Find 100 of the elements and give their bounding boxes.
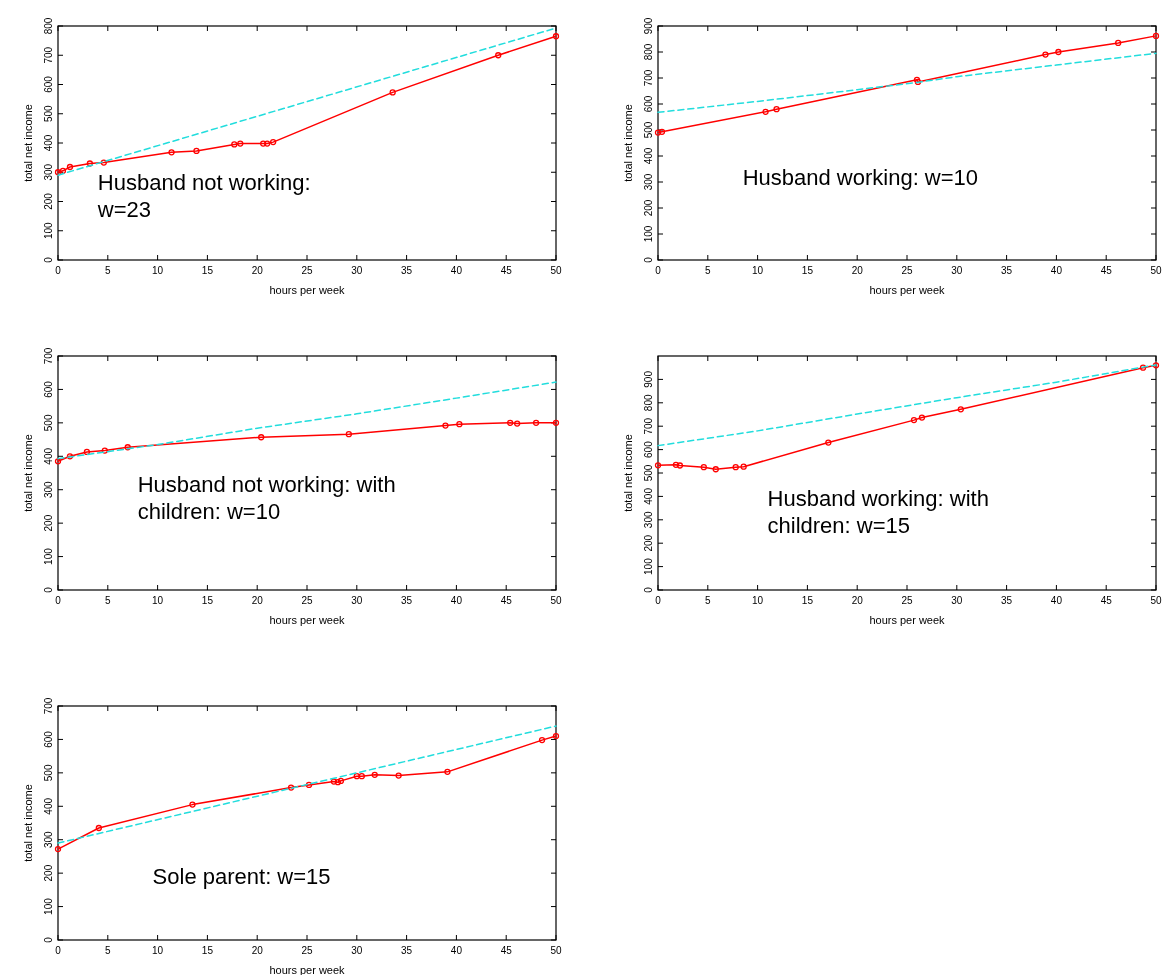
y-tick-label: 600	[643, 95, 654, 113]
y-axis-title: total net income	[22, 104, 34, 182]
x-tick-label: 30	[951, 595, 963, 606]
x-tick-label: 50	[1150, 595, 1162, 606]
x-tick-label: 15	[801, 265, 814, 276]
x-tick-label: 5	[105, 595, 112, 606]
x-tick-label: 45	[1100, 265, 1113, 276]
x-tick-label: 5	[105, 265, 112, 276]
y-tick-label: 400	[43, 797, 54, 815]
y-tick-label: 600	[43, 380, 54, 398]
x-tick-label: 0	[55, 945, 62, 956]
x-tick-label: 35	[1001, 595, 1013, 606]
y-tick-label: 900	[643, 370, 654, 388]
x-tick-label: 0	[55, 265, 62, 276]
y-tick-label: 100	[643, 225, 654, 243]
x-tick-label: 35	[401, 945, 413, 956]
x-tick-label: 40	[1050, 595, 1063, 606]
y-tick-label: 100	[643, 557, 654, 575]
y-tick-label: 500	[643, 121, 654, 139]
y-tick-label: 300	[43, 480, 54, 499]
annotation: Husband not working: w=23	[96, 169, 311, 223]
y-tick-label: 0	[43, 256, 54, 263]
x-tick-label: 45	[500, 945, 513, 956]
y-tick-label: 200	[43, 864, 54, 882]
y-tick-label: 100	[43, 547, 54, 565]
x-tick-label: 35	[401, 595, 413, 606]
y-tick-label: 100	[43, 221, 54, 240]
y-tick-label: 200	[643, 534, 654, 552]
x-axis-title: hours per week	[869, 284, 946, 296]
y-tick-label: 600	[643, 440, 654, 458]
annotation: Husband working: w=10	[742, 165, 979, 191]
x-tick-label: 40	[450, 945, 463, 956]
x-tick-label: 5	[705, 595, 712, 606]
y-tick-label: 400	[43, 447, 54, 465]
x-tick-label: 25	[301, 595, 313, 606]
y-tick-label: 600	[43, 730, 54, 748]
x-tick-label: 35	[1001, 265, 1013, 276]
x-tick-label: 15	[201, 945, 214, 956]
y-tick-label: 500	[643, 464, 654, 482]
y-tick-label: 800	[643, 394, 654, 412]
x-tick-label: 50	[550, 945, 562, 956]
x-axis-title: hours per week	[869, 614, 946, 626]
x-tick-label: 50	[550, 595, 562, 606]
x-tick-label: 20	[251, 595, 264, 606]
x-tick-label: 5	[705, 265, 712, 276]
x-tick-label: 25	[301, 945, 313, 956]
y-axis-title: total net income	[622, 434, 634, 512]
y-tick-label: 700	[643, 69, 654, 87]
y-tick-label: 400	[643, 487, 654, 505]
x-tick-label: 10	[152, 265, 164, 276]
y-axis-title: total net income	[22, 784, 34, 862]
x-tick-label: 20	[851, 595, 864, 606]
x-tick-label: 30	[351, 945, 363, 956]
x-tick-label: 50	[550, 265, 562, 276]
y-tick-label: 500	[43, 414, 54, 432]
annotation: Husband not working: with children: w=10	[137, 471, 396, 525]
x-tick-label: 20	[251, 945, 264, 956]
y-tick-label: 300	[43, 830, 54, 849]
y-tick-label: 300	[643, 173, 654, 191]
x-tick-label: 10	[152, 945, 164, 956]
y-tick-label: 700	[643, 417, 654, 435]
x-axis-title: hours per week	[269, 284, 346, 296]
x-axis-title: hours per week	[269, 614, 346, 626]
y-tick-label: 800	[643, 43, 654, 61]
x-tick-label: 20	[251, 265, 264, 276]
x-tick-label: 15	[801, 595, 814, 606]
y-tick-label: 200	[43, 192, 54, 210]
y-tick-label: 700	[43, 347, 54, 365]
x-tick-label: 25	[301, 265, 313, 276]
x-tick-label: 10	[752, 265, 764, 276]
x-tick-label: 40	[1050, 265, 1063, 276]
x-tick-label: 40	[450, 265, 463, 276]
x-tick-label: 10	[152, 595, 164, 606]
x-tick-label: 40	[450, 595, 463, 606]
y-tick-label: 0	[43, 936, 54, 943]
y-tick-label: 500	[43, 104, 54, 123]
x-tick-label: 0	[655, 265, 662, 276]
y-tick-label: 100	[43, 897, 54, 915]
y-tick-label: 400	[43, 134, 54, 152]
x-tick-label: 15	[201, 595, 214, 606]
y-tick-label: 600	[43, 75, 54, 93]
y-tick-label: 300	[43, 163, 54, 181]
y-tick-label: 800	[43, 17, 54, 35]
x-tick-label: 45	[1100, 595, 1113, 606]
x-tick-label: 25	[901, 595, 913, 606]
x-tick-label: 35	[401, 265, 413, 276]
y-tick-label: 400	[643, 147, 654, 165]
x-tick-label: 30	[951, 265, 963, 276]
y-axis-title: total net income	[22, 434, 34, 512]
y-tick-label: 200	[643, 199, 654, 217]
annotation: Husband working: with children: w=15	[767, 485, 989, 539]
x-tick-label: 45	[500, 595, 513, 606]
y-axis-title: total net income	[622, 104, 634, 182]
x-tick-label: 10	[752, 595, 764, 606]
y-tick-label: 0	[643, 586, 654, 593]
x-tick-label: 15	[201, 265, 214, 276]
x-tick-label: 0	[655, 595, 662, 606]
y-tick-label: 0	[643, 256, 654, 263]
y-tick-label: 200	[43, 514, 54, 532]
x-tick-label: 25	[901, 265, 913, 276]
